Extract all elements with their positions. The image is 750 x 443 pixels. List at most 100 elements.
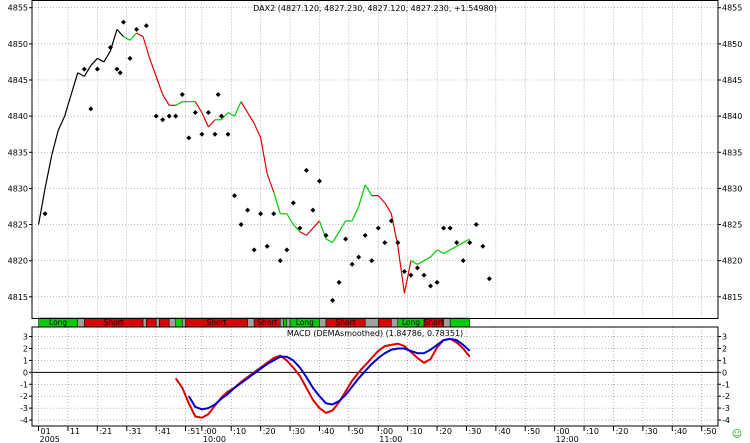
price-line-segment	[77, 72, 85, 77]
macd-tick-label-right: -1	[722, 380, 730, 389]
x-tick-label: :41	[158, 427, 171, 436]
macd-tick-label-right: -4	[722, 416, 730, 425]
price-line-segment	[90, 57, 98, 66]
price-line-segment	[384, 202, 392, 215]
price-line-segment	[149, 58, 157, 77]
price-line-segment	[456, 242, 464, 247]
x-tick-label: :20	[615, 427, 628, 436]
macd-tick-label-left: -4	[20, 416, 28, 425]
x-tick-label: :00	[380, 427, 393, 436]
macd-tick-label-right: 2	[722, 344, 727, 353]
price-line-segment	[351, 206, 360, 222]
price-line-segment	[325, 238, 333, 244]
signal-marker	[251, 247, 257, 253]
price-line-segment	[162, 94, 170, 106]
price-line-segment	[338, 220, 347, 233]
signal-marker	[88, 106, 94, 112]
x-tick-label: :50	[527, 427, 540, 436]
signal-marker	[441, 225, 447, 231]
x-tick-label: :51	[188, 427, 201, 436]
price-tick-label-left: 4850	[8, 40, 28, 49]
signal-marker	[316, 178, 322, 184]
x-tick-label: :40	[321, 427, 334, 436]
price-line-segment	[70, 72, 79, 95]
signal-marker	[153, 113, 159, 119]
signal-marker	[264, 243, 270, 249]
macd-chart-title: MACD (DEMAsmoothed) (1.84786, 0.78351)	[287, 329, 463, 338]
price-panel-frame	[31, 0, 719, 319]
macd-tick-label-left: -1	[20, 380, 28, 389]
price-tick-label-left: 4840	[8, 112, 28, 121]
price-panel: 4815 4815 4820 4820 4825 4825 4830 4830 4835 4835…	[8, 0, 742, 328]
price-line-segment	[97, 57, 105, 63]
signal-marker	[323, 232, 329, 238]
position-bar-segment	[286, 317, 291, 328]
macd-tick-label-right: 0	[722, 368, 727, 377]
price-line-segment	[227, 111, 235, 117]
x-tick-label: :10	[410, 427, 423, 436]
macd-tick-label-left: 2	[23, 344, 28, 353]
price-line-segment	[207, 119, 216, 128]
price-tick-label-left: 4815	[8, 293, 28, 302]
signal-marker	[160, 117, 166, 123]
macd-panel-frame	[31, 326, 719, 427]
signal-marker	[408, 272, 414, 278]
x-major-label: 2005	[40, 435, 60, 443]
signal-marker	[179, 91, 185, 97]
price-tick-label-right: 4830	[722, 184, 742, 193]
macd-tick-label-left: 1	[23, 356, 28, 365]
price-line-segment	[247, 112, 255, 124]
position-bar-segment	[319, 317, 327, 328]
signal-marker	[473, 222, 479, 228]
price-line-segment	[51, 130, 59, 157]
signal-marker	[349, 261, 355, 267]
position-bar-segment	[77, 317, 85, 328]
macd-tick-label-left: 0	[23, 368, 28, 377]
price-line-segment	[286, 213, 294, 225]
price-line-segment	[417, 260, 425, 265]
signal-marker	[127, 55, 133, 61]
macd-tick-label-right: 1	[722, 356, 727, 365]
price-line-segment	[123, 36, 131, 41]
signal-marker	[369, 258, 375, 264]
price-line-segment	[155, 76, 164, 95]
position-bar-segment	[283, 317, 288, 328]
signal-marker	[134, 26, 140, 32]
x-tick-label: :30	[645, 427, 658, 436]
price-tick-label-right: 4855	[722, 4, 742, 13]
price-line-segment	[390, 213, 399, 247]
signal-marker	[356, 254, 362, 260]
signal-marker	[303, 167, 309, 173]
price-tick-label-left: 4830	[8, 184, 28, 193]
price-tick-label-right: 4845	[722, 76, 742, 85]
signal-marker	[166, 113, 172, 119]
price-line-segment	[233, 101, 242, 117]
signal-marker	[343, 236, 349, 242]
price-line-segment	[194, 101, 203, 113]
signal-marker	[215, 91, 221, 97]
price-tick-label-left: 4855	[8, 4, 28, 13]
signal-marker	[225, 131, 231, 137]
x-tick-label: 11	[70, 427, 80, 436]
x-tick-label: :10	[586, 427, 599, 436]
signal-marker	[218, 113, 224, 119]
macd-tick-label-right: -3	[722, 404, 730, 413]
price-line-segment	[103, 50, 111, 63]
signal-marker	[480, 243, 486, 249]
signal-marker	[460, 258, 466, 264]
price-line-segment	[37, 188, 46, 225]
signal-marker	[173, 113, 179, 119]
position-bar-label: Short	[104, 318, 124, 327]
x-tick-label: :50	[704, 427, 717, 436]
price-line-segment	[358, 184, 366, 207]
smiley-icon[interactable]: ☺	[732, 429, 742, 440]
price-line-segment	[83, 65, 92, 77]
price-line-segment	[44, 155, 53, 189]
signal-marker	[284, 247, 290, 253]
x-tick-label: :30	[292, 427, 305, 436]
x-tick-label: :40	[674, 427, 687, 436]
price-tick-label-left: 4835	[8, 148, 28, 157]
price-line-segment	[377, 195, 386, 204]
position-bar-segment	[146, 317, 157, 328]
signal-marker	[362, 232, 368, 238]
